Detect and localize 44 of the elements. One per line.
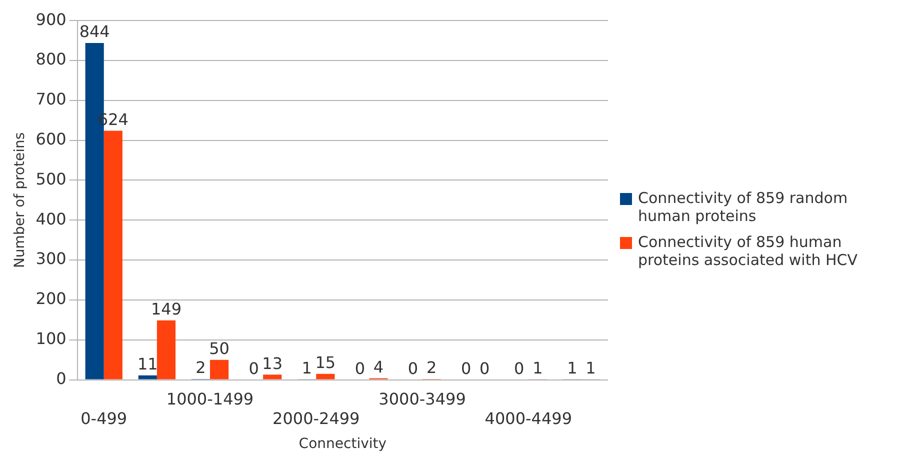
data-label: 149 <box>150 299 182 318</box>
y-tick-label: 900 <box>36 10 66 29</box>
data-label: 844 <box>79 22 110 42</box>
data-label: 50 <box>209 339 230 358</box>
y-axis-title: Number of proteins <box>12 132 28 268</box>
data-label: 1 <box>532 358 543 378</box>
data-label: 0 <box>354 358 366 378</box>
y-tick-label: 600 <box>36 129 66 148</box>
x-tick-label: 1000-1499 <box>166 390 254 409</box>
legend-label: Connectivity of 859 random human proteins <box>638 188 849 224</box>
data-label: 1 <box>302 358 312 378</box>
y-tick-label: 700 <box>36 90 66 109</box>
y-tick-label: 0 <box>56 368 66 388</box>
data-label: 2 <box>426 358 437 378</box>
x-axis-title: Connectivity <box>298 436 387 452</box>
data-label: 15 <box>315 352 336 372</box>
x-tick-label: 0-499 <box>80 408 128 428</box>
y-tick-label: 800 <box>36 50 66 69</box>
data-label: 4 <box>373 357 384 376</box>
data-label: 1 <box>586 358 596 378</box>
data-label: 11 <box>137 354 158 374</box>
bar <box>210 360 229 380</box>
bar <box>316 374 335 380</box>
data-label: 0 <box>460 358 472 378</box>
y-tick-label: 200 <box>36 289 66 308</box>
bar <box>156 320 176 380</box>
x-tick-label: 2000-2499 <box>272 408 360 428</box>
y-tick-label: 100 <box>36 329 66 348</box>
y-tick-label: 500 <box>36 169 66 188</box>
data-label: 0 <box>248 358 259 378</box>
data-label: 0 <box>480 358 490 378</box>
legend-label: Connectivity of 859 human proteins associated with HCV <box>638 232 859 268</box>
y-tick-label: 400 <box>36 209 66 228</box>
bar <box>104 130 122 380</box>
data-label: 0 <box>408 358 418 378</box>
data-label: 0 <box>514 358 524 378</box>
x-tick-label: 3000-3499 <box>378 390 466 409</box>
x-tick-label: 4000-4499 <box>484 408 572 428</box>
bar <box>263 374 282 380</box>
data-label: 1 <box>567 358 578 378</box>
data-label: 13 <box>262 354 283 373</box>
y-tick-label: 300 <box>36 249 66 268</box>
bar <box>138 375 157 380</box>
data-label: 2 <box>196 358 206 378</box>
